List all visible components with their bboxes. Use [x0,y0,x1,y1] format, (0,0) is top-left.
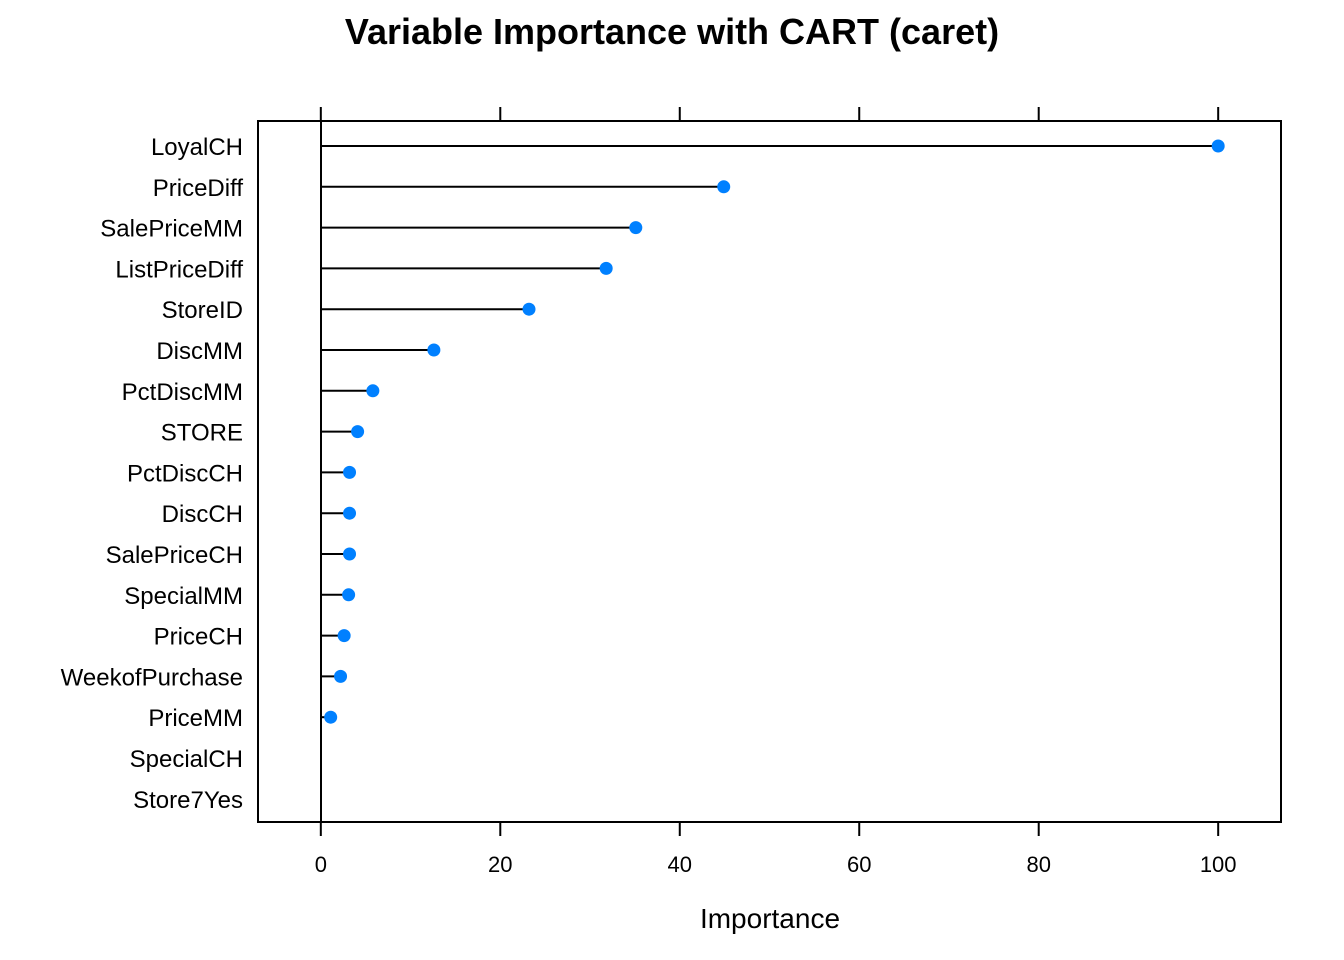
importance-point [599,261,613,275]
variable-label: SalePriceMM [100,216,243,243]
variable-label: PriceDiff [153,175,244,202]
importance-point [351,425,365,439]
x-tick-label: 0 [315,852,327,877]
importance-points [324,139,1225,724]
importance-point [343,465,357,479]
variable-label: SalePriceCH [106,542,243,569]
importance-point [366,384,380,398]
variable-label: PriceCH [154,624,243,651]
importance-point [629,221,643,235]
importance-point [1211,139,1225,153]
variable-label: SpecialCH [130,746,243,773]
importance-point [342,588,356,602]
variable-label: SpecialMM [124,583,243,610]
variable-label: DiscCH [162,501,243,528]
importance-point [324,710,338,724]
variable-label: PriceMM [148,705,243,732]
variable-label: LoyalCH [151,134,243,161]
importance-point [522,302,536,316]
importance-point [334,669,348,683]
variable-label: DiscMM [156,338,243,365]
x-tick-label: 100 [1200,852,1237,877]
importance-point [427,343,441,357]
x-tick-label: 80 [1026,852,1050,877]
variable-label: STORE [161,420,243,447]
variable-label: StoreID [162,297,243,324]
x-tick-label: 40 [668,852,692,877]
importance-point [343,506,357,520]
axis-ticks: 0 20 40 60 80 100 [315,107,1237,877]
x-axis-label: Importance [700,903,840,934]
variable-label: PctDiscCH [127,460,243,487]
variable-label: WeekofPurchase [61,664,243,691]
x-tick-label: 20 [488,852,512,877]
importance-point [337,629,351,643]
x-tick-label: 60 [847,852,871,877]
variable-label: ListPriceDiff [115,256,243,283]
variable-label: PctDiscMM [122,379,243,406]
variable-label: Store7Yes [133,787,243,814]
chart-title: Variable Importance with CART (caret) [345,11,999,52]
plot-frame [257,120,1282,823]
importance-point [717,180,731,194]
variable-labels: LoyalCH PriceDiff SalePriceMM ListPriceDiff… [61,134,244,814]
importance-stems [320,145,1219,719]
importance-point [343,547,357,561]
